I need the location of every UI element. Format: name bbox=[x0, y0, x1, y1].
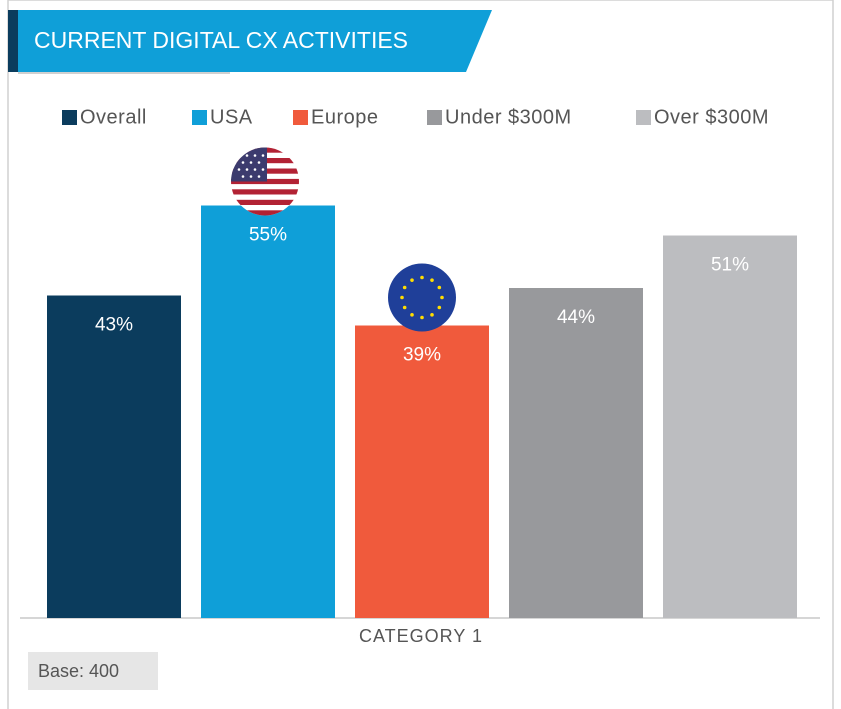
legend-label: Under $300M bbox=[445, 106, 572, 128]
eu-star bbox=[437, 285, 442, 290]
eu-star bbox=[440, 295, 444, 300]
eu-star bbox=[402, 285, 407, 290]
legend-label: Europe bbox=[311, 106, 379, 128]
x-tick-label: CATEGORY 1 bbox=[359, 626, 483, 646]
data-label: 51% bbox=[711, 255, 749, 276]
footnote-box bbox=[28, 652, 158, 690]
eu-star bbox=[402, 305, 407, 310]
data-label: 39% bbox=[403, 345, 441, 366]
eu-star bbox=[437, 305, 442, 310]
eu-star bbox=[420, 275, 424, 280]
data-label: 44% bbox=[557, 307, 595, 328]
legend-swatch bbox=[427, 110, 442, 125]
bar bbox=[201, 205, 335, 618]
legend-label: USA bbox=[210, 106, 253, 128]
bar bbox=[355, 325, 489, 618]
legend-label: Over $300M bbox=[654, 106, 769, 128]
chart-title: CURRENT DIGITAL CX ACTIVITIES bbox=[34, 27, 408, 53]
legend-swatch bbox=[192, 110, 207, 125]
eu-star bbox=[420, 315, 424, 320]
data-label: 43% bbox=[95, 315, 133, 336]
legend-swatch bbox=[62, 110, 77, 125]
usa-flag bbox=[231, 147, 299, 216]
bar bbox=[663, 235, 797, 618]
eu-star bbox=[430, 278, 434, 282]
footnote: Base: 400 bbox=[38, 661, 119, 681]
legend-swatch bbox=[293, 110, 308, 125]
title-stripe bbox=[8, 10, 18, 72]
bar bbox=[47, 295, 181, 618]
bar bbox=[509, 288, 643, 618]
legend-label: Overall bbox=[80, 106, 147, 128]
europe-flag bbox=[388, 263, 456, 332]
legend-swatch bbox=[636, 110, 651, 125]
data-label: 55% bbox=[249, 225, 287, 246]
eu-star bbox=[410, 313, 414, 317]
eu-star bbox=[430, 313, 434, 317]
eu-star bbox=[400, 295, 404, 300]
eu-star bbox=[410, 278, 414, 282]
title-banner bbox=[18, 10, 492, 72]
